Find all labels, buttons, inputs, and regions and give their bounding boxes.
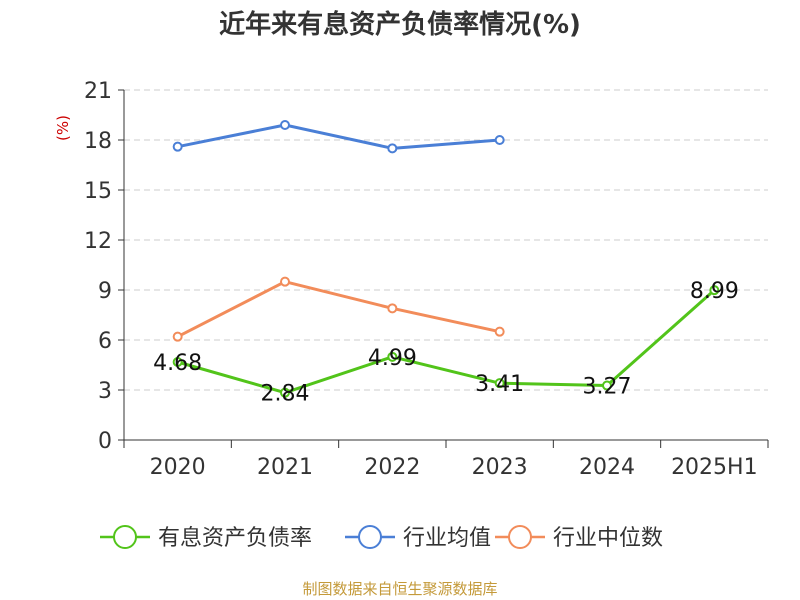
data-point [387,303,398,314]
data-point [280,387,290,398]
data-label: 3.41 [475,372,524,397]
legend-item: 行业中位数 [495,525,663,551]
series-line [177,289,716,395]
data-label: 4.99 [368,346,417,371]
data-point [387,143,398,154]
data-point [280,276,290,287]
legend-item: 有息资产负债率 [100,525,312,551]
y-tick-label: 9 [98,279,112,304]
y-tick-label: 15 [84,179,112,204]
data-point [494,378,505,389]
x-tick-label: 2021 [257,455,313,480]
x-tick-label: 2023 [472,455,528,480]
y-tick-label: 12 [84,229,112,254]
data-labels: 4.68 2.84 4.99 3.41 3.27 8.99 [153,279,739,407]
legend-label: 行业中位数 [553,526,663,551]
grid-lines [124,89,768,391]
x-tick-label: 2022 [364,455,420,480]
legend-item: 行业均值 [345,525,491,551]
data-point [172,331,183,342]
axes: 0 3 6 9 12 15 18 21 2020 2021 2022 2023 2024 2025H1 (%… [54,79,769,480]
y-tick-label: 3 [98,379,112,404]
series-0 [172,285,720,398]
data-label: 4.68 [153,351,202,376]
y-tick-label: 6 [98,329,112,354]
data-label: 3.27 [583,375,632,400]
legend-marker [113,525,137,549]
series-line [177,123,500,150]
legend-label: 行业均值 [403,526,491,551]
data-label: 8.99 [690,279,739,304]
data-point [494,135,505,145]
data-label: 2.84 [261,382,310,407]
data-point [602,380,612,391]
series-line [176,280,500,339]
source-note: 制图数据来自恒生聚源数据库 [302,580,498,598]
y-tick-label: 18 [84,129,112,154]
y-axis-label: (%) [54,115,72,141]
x-tick-label: 2025H1 [671,455,758,480]
data-point [387,351,398,362]
legend-marker [358,525,382,549]
data-point [172,357,183,367]
series-1 [172,120,505,154]
data-point [172,141,183,152]
x-tick-label: 2020 [150,455,206,480]
legend: 有息资产负债率 行业均值 行业中位数 [100,525,663,551]
data-point [494,326,505,337]
y-tick-label: 21 [84,79,112,104]
chart-title: 近年来有息资产负债率情况(%) [219,10,581,40]
data-point [280,120,290,130]
series-2 [172,276,505,342]
y-tick-label: 0 [98,429,112,454]
x-tick-label: 2024 [579,455,635,480]
legend-label: 有息资产负债率 [158,526,312,551]
legend-marker [508,525,532,549]
data-point [709,285,720,296]
series-lines [172,120,720,398]
